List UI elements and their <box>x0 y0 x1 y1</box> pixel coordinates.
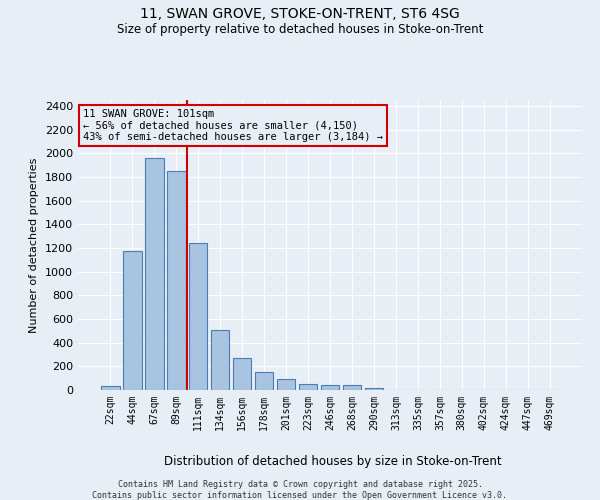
Bar <box>211 330 229 390</box>
Bar <box>277 380 295 390</box>
Text: Contains HM Land Registry data © Crown copyright and database right 2025.
Contai: Contains HM Land Registry data © Crown c… <box>92 480 508 500</box>
Bar <box>145 158 164 390</box>
Bar <box>343 386 361 390</box>
Text: Size of property relative to detached houses in Stoke-on-Trent: Size of property relative to detached ho… <box>117 22 483 36</box>
Bar <box>167 171 185 390</box>
Text: 11 SWAN GROVE: 101sqm
← 56% of detached houses are smaller (4,150)
43% of semi-d: 11 SWAN GROVE: 101sqm ← 56% of detached … <box>83 108 383 142</box>
Bar <box>101 386 119 390</box>
Text: 11, SWAN GROVE, STOKE-ON-TRENT, ST6 4SG: 11, SWAN GROVE, STOKE-ON-TRENT, ST6 4SG <box>140 8 460 22</box>
Text: Distribution of detached houses by size in Stoke-on-Trent: Distribution of detached houses by size … <box>164 454 502 468</box>
Bar <box>320 386 340 390</box>
Bar <box>299 384 317 390</box>
Y-axis label: Number of detached properties: Number of detached properties <box>29 158 40 332</box>
Bar <box>365 388 383 390</box>
Bar <box>255 372 274 390</box>
Bar <box>123 251 142 390</box>
Bar <box>233 358 251 390</box>
Bar <box>189 243 208 390</box>
